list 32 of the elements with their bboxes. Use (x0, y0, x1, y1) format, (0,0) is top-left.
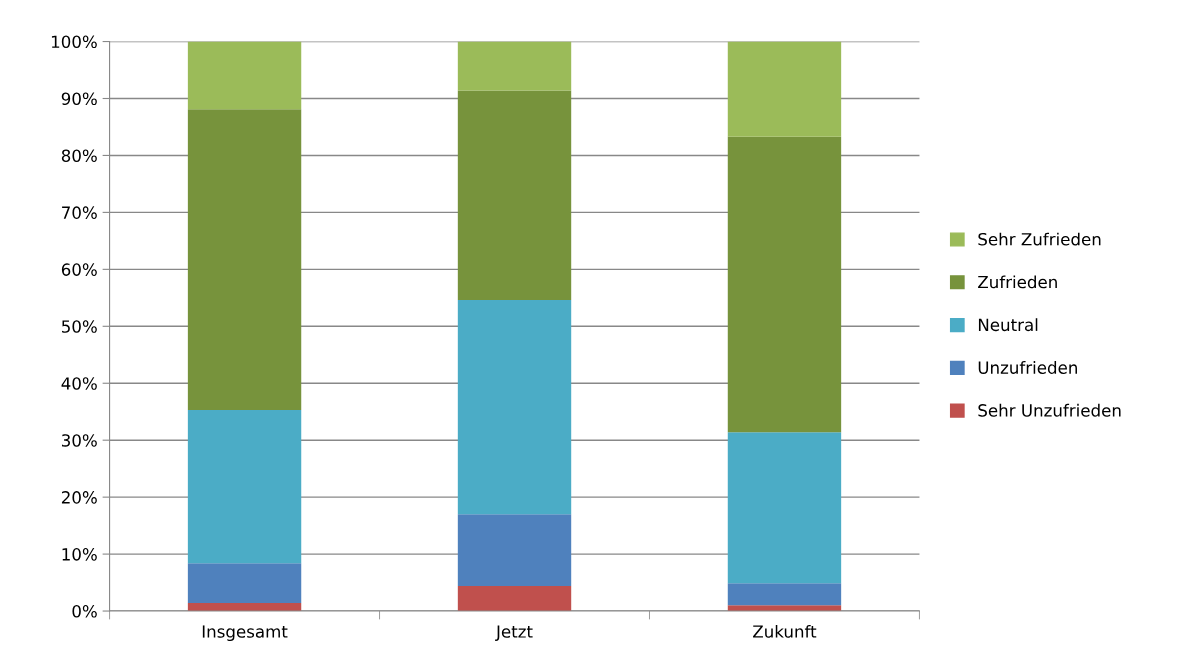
legend-label: Unzufrieden (978, 361, 1077, 374)
bar (727, 136, 842, 433)
legend-label: Sehr Unzufrieden (978, 403, 1121, 417)
bar (187, 41, 302, 110)
bar (187, 109, 302, 411)
bar (187, 563, 302, 604)
bar (457, 90, 572, 301)
bar (457, 41, 572, 91)
y-tick-label: 90% (61, 92, 97, 106)
bar (187, 410, 302, 564)
y-tick-label: 70% (62, 206, 97, 219)
y-tick-label: 0% (72, 605, 97, 618)
legend-label: Neutral (978, 318, 1038, 332)
x-tick-label: Insgesamt (202, 625, 288, 642)
y-tick-label: 50% (62, 320, 97, 333)
y-tick-label: 100% (51, 35, 97, 49)
legend-label: Zufrieden (978, 275, 1057, 289)
y-tick-label: 60% (61, 263, 97, 276)
bar (457, 585, 572, 612)
y-tick-label: 10% (62, 548, 97, 561)
bar (727, 583, 842, 606)
y-tick-label: 80% (61, 149, 97, 163)
legend-label: Sehr Zufrieden (978, 232, 1101, 246)
y-tick-label: 20% (61, 491, 97, 504)
x-tick-label: Zukunft (753, 624, 817, 638)
x-tick-label: Jetzt (495, 625, 533, 641)
y-tick-label: 30% (61, 434, 97, 447)
bar (457, 514, 572, 586)
bar (727, 41, 842, 137)
bar (727, 432, 842, 584)
y-tick-label: 40% (61, 377, 97, 390)
bar (457, 300, 572, 515)
